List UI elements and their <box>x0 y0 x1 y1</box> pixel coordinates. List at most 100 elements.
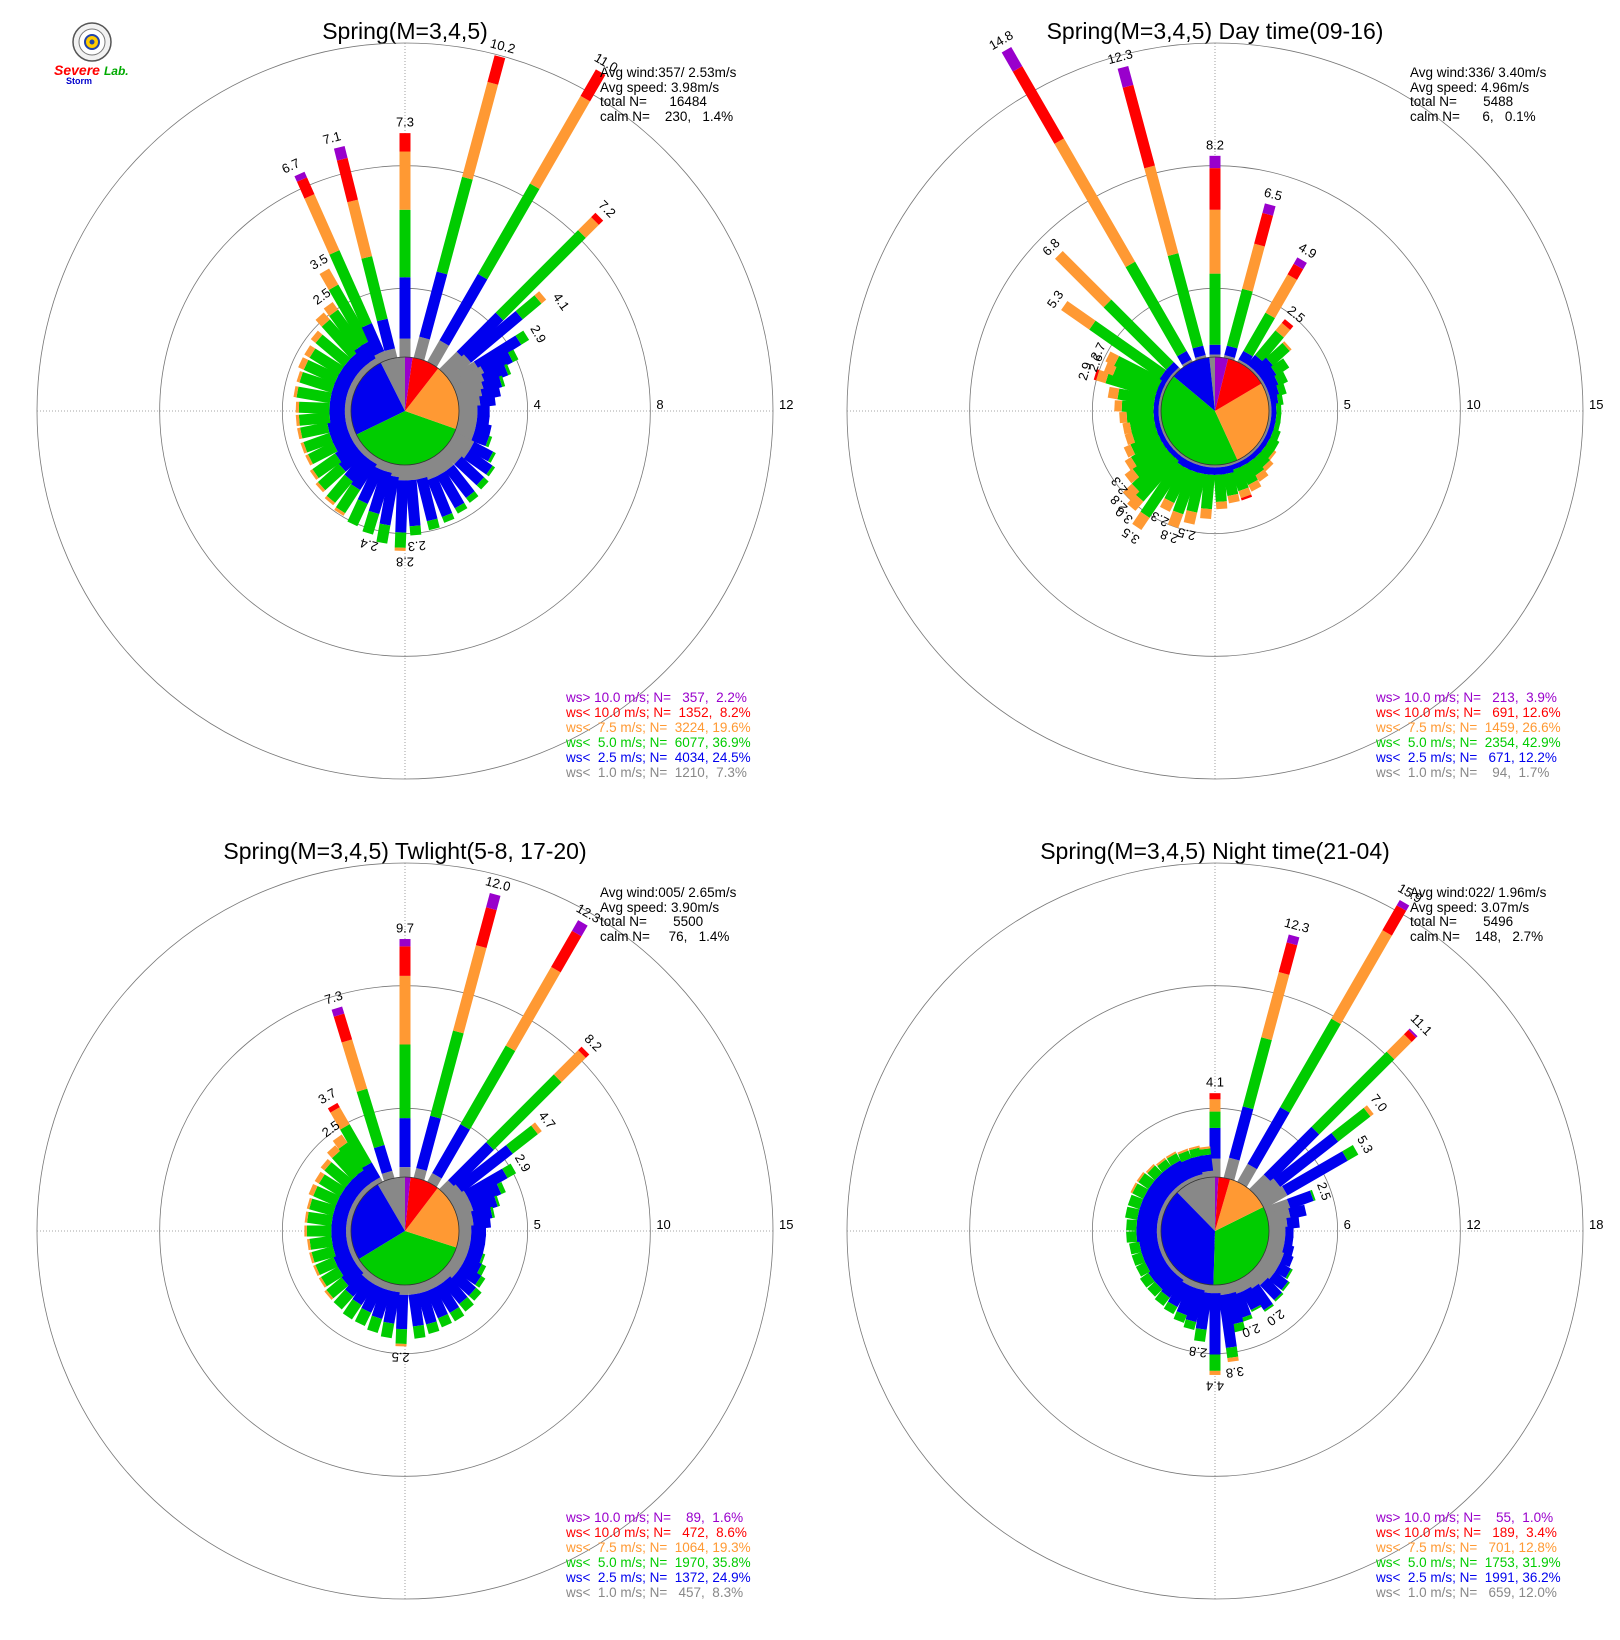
wind-bar-segment <box>1187 1279 1200 1289</box>
wind-bar-segment <box>408 1293 424 1327</box>
wind-bar-segment <box>1263 1246 1285 1264</box>
pie-slice <box>1215 357 1229 411</box>
wind-bar-segment <box>1165 1151 1177 1159</box>
wind-bar-segment <box>1123 444 1136 458</box>
wind-bar-segment <box>345 1272 369 1297</box>
wind-bar-segment <box>427 340 450 367</box>
wind-bar-segment <box>1264 388 1271 400</box>
wind-bar-segment <box>463 1168 508 1201</box>
wind-bar-segment <box>1248 446 1259 456</box>
wind-bar-segment <box>1126 1219 1138 1232</box>
wind-bar-segment <box>1224 345 1238 358</box>
wind-bar-segment <box>1235 456 1247 464</box>
wind-bar-segment <box>477 183 540 280</box>
wind-bar-segment <box>1195 355 1207 361</box>
wind-bar-segment <box>473 335 522 371</box>
ring-label: 12 <box>1466 1217 1480 1232</box>
wind-bar-segment <box>329 250 372 328</box>
wind-bar-segment <box>470 1196 498 1215</box>
wind-bar-segment <box>578 217 599 238</box>
wind-bar-segment <box>1254 1259 1276 1280</box>
wind-bar-segment <box>312 453 342 479</box>
wind-bar-segment <box>1103 361 1117 376</box>
wind-bar-segment <box>1122 483 1140 501</box>
ring-label: 5 <box>534 1217 541 1232</box>
logo-text-lab: Lab. <box>103 64 129 78</box>
wind-bar-segment <box>346 1209 355 1222</box>
wind-bar-segment <box>1173 1311 1187 1323</box>
wind-bar-segment <box>1127 1194 1144 1210</box>
wind-bar-segment <box>1262 203 1276 216</box>
wind-bar-segment <box>352 437 364 450</box>
wind-bar-segment <box>298 412 331 426</box>
wind-bar-segment <box>331 1006 345 1017</box>
bar-value-label: 12.3 <box>1106 46 1134 67</box>
wind-bar-segment <box>1148 1260 1172 1282</box>
grid-ring <box>969 985 1461 1477</box>
wind-bar-segment <box>428 1273 444 1289</box>
wind-bar-segment <box>1181 1158 1199 1180</box>
wind-bar-segment <box>420 459 438 481</box>
wind-bar-segment <box>1162 1165 1184 1189</box>
wind-bar-segment <box>1249 1174 1272 1197</box>
wind-bar-segment <box>328 284 371 346</box>
wind-bar-segment <box>1194 1328 1207 1342</box>
wind-bar-segment <box>1164 434 1173 446</box>
wind-bar-segment <box>1342 1145 1359 1161</box>
legend-entry: ws< 2.5 m/s; N= 1372, 24.9% <box>566 1570 751 1585</box>
legend-entry: ws< 1.0 m/s; N= 659, 12.0% <box>1376 1585 1557 1600</box>
wind-bar-segment <box>1222 472 1239 497</box>
wind-bar-segment <box>350 351 369 370</box>
pie-outline <box>1160 356 1270 466</box>
wind-bar-segment <box>1213 474 1227 502</box>
legend-entry: ws< 1.0 m/s; N= 457, 8.3% <box>566 1585 744 1600</box>
wind-bar-segment <box>1254 330 1284 362</box>
wind-bar-segment <box>1267 450 1277 461</box>
panel-title: Spring(M=3,4,5) Day time(09-16) <box>1046 18 1384 44</box>
wind-bar-segment <box>1280 1253 1294 1268</box>
bar-value-label: 3.8 <box>1225 1364 1245 1381</box>
wind-bar-segment <box>427 1172 442 1187</box>
wind-bar-segment <box>1136 1220 1158 1233</box>
wind-bar-segment <box>1154 1172 1178 1195</box>
wind-bar-segment <box>361 1183 373 1195</box>
wind-bar-segment <box>348 380 359 394</box>
wind-bar-segment <box>333 146 348 161</box>
wind-bar-segment <box>340 1124 372 1168</box>
wind-bar-segment <box>334 507 346 516</box>
wind-bar-segment <box>1217 1283 1230 1296</box>
wind-bar-segment <box>318 1174 346 1197</box>
wind-bar-segment <box>1232 1291 1252 1319</box>
wind-bar-segment <box>1161 1198 1170 1211</box>
wind-bar-segment <box>361 256 388 322</box>
wind-bar-segment <box>1218 1293 1237 1349</box>
wind-bar-segment <box>1282 1151 1348 1196</box>
wind-bar-segment <box>309 1252 315 1264</box>
wind-bar-segment <box>1137 1209 1160 1225</box>
wind-bar-segment <box>1174 1181 1187 1192</box>
legend-entry: ws< 10.0 m/s; N= 1352, 8.2% <box>566 705 751 720</box>
wind-bar-segment <box>1190 459 1202 466</box>
wind-bar-segment <box>1124 468 1140 484</box>
wind-bar-segment <box>442 354 472 381</box>
wind-bar-segment <box>1129 417 1156 433</box>
wind-bar-segment <box>351 374 363 388</box>
wind-bar-segment <box>490 1206 495 1219</box>
wind-bar-segment <box>534 291 547 304</box>
windrose-plot: 6 12 184.112.315.911.17.05.32.52.02.03.84.… <box>846 862 1603 1600</box>
wind-bar-segment <box>462 81 499 180</box>
wind-bar-segment <box>1265 427 1274 440</box>
wind-bar-segment <box>437 1313 452 1328</box>
wind-bar-segment <box>1403 1029 1417 1043</box>
wind-bar-segment <box>1228 1279 1243 1296</box>
wind-bar-segment <box>454 1203 475 1220</box>
wind-bar-segment <box>1192 345 1206 358</box>
legend-entry: ws< 2.5 m/s; N= 1991, 36.2% <box>1376 1570 1561 1585</box>
wind-bar-segment <box>1238 350 1253 365</box>
windrose-panel-4: Spring(M=3,4,5) Night time(21-04) 6 12 18 4.… <box>810 820 1620 1640</box>
legend-entry: ws> 10.0 m/s; N= 357, 2.2% <box>566 690 747 705</box>
bar-value-label: 6.5 <box>1262 185 1283 204</box>
wind-bar-segment <box>1182 359 1193 367</box>
pie-slice <box>351 1184 405 1260</box>
wind-bar-segment <box>1273 1133 1339 1187</box>
